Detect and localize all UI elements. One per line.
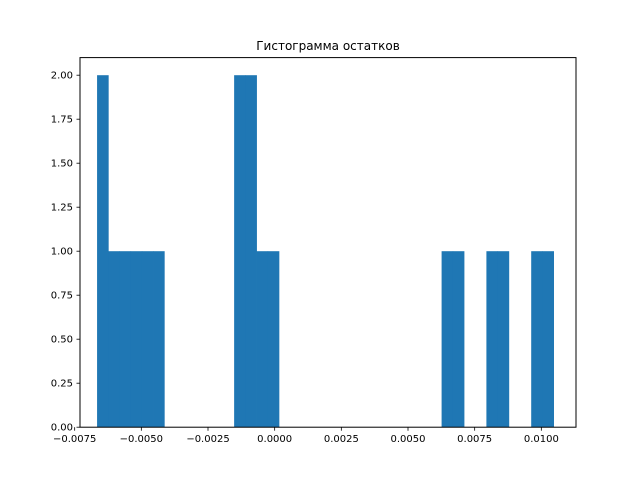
histogram-bar <box>153 251 165 428</box>
y-axis-ticks: 0.00 0.25 0.50 0.75 1.00 1.25 1.50 1.75 2.00 <box>51 71 80 434</box>
x-tick-label: 0.0100 <box>524 434 559 445</box>
y-tick-label: 0.75 <box>51 291 73 302</box>
y-tick-label: 0.25 <box>51 379 73 390</box>
x-tick-label: −0.0025 <box>186 434 229 445</box>
x-tick-label: 0.0050 <box>391 434 426 445</box>
x-tick-label: −0.0075 <box>53 434 96 445</box>
x-tick-label: −0.0050 <box>120 434 163 445</box>
y-tick-label: 1.75 <box>51 115 73 126</box>
histogram-bar <box>497 251 510 428</box>
histogram-bar <box>108 251 120 428</box>
plot-frame <box>79 57 577 428</box>
chart-title: Гистограмма остатков <box>256 39 400 53</box>
y-tick-label: 1.25 <box>51 203 73 214</box>
histogram-bar <box>441 251 454 428</box>
x-tick-label: 0.0000 <box>257 434 292 445</box>
x-tick-label: 0.0025 <box>324 434 359 445</box>
histogram-bar <box>531 251 543 428</box>
histogram-bar <box>245 75 257 428</box>
histogram-bar <box>256 251 269 428</box>
histogram-bar <box>542 251 554 428</box>
x-tick-label: 0.0075 <box>457 434 492 445</box>
y-tick-label: 1.50 <box>51 159 73 170</box>
histogram-bar <box>234 75 246 428</box>
y-tick-label: 1.00 <box>51 247 73 258</box>
histogram-bar <box>267 251 280 428</box>
x-axis-ticks: −0.0075 −0.0050 −0.0025 0.0000 0.0025 0.0050 0… <box>53 427 559 445</box>
histogram-bar <box>486 251 498 428</box>
y-tick-label: 0.00 <box>51 423 73 434</box>
histogram-bar <box>141 251 154 428</box>
y-tick-label: 0.50 <box>51 335 73 346</box>
histogram-bar <box>130 251 143 428</box>
y-tick-label: 2.00 <box>51 71 73 82</box>
histogram-bar <box>452 251 465 428</box>
bars-group <box>97 75 554 428</box>
histogram-bar <box>97 75 109 428</box>
histogram-bar <box>119 251 132 428</box>
